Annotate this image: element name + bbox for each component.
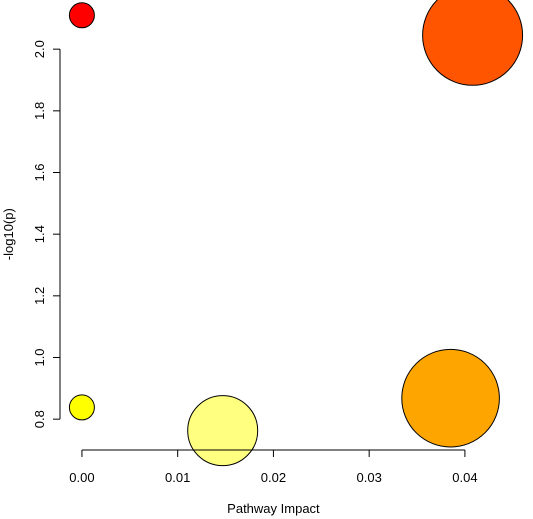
axes-layer: 0.00 0.01 0.02 0.03 0.04 0.8 1.0 1.2 1.4 1.6 1.8 2.…: [32, 40, 478, 485]
data-point-2: [422, 0, 524, 86]
y-tick-label: 1.0: [32, 348, 47, 366]
data-point-5: [401, 348, 500, 448]
x-tick-label: 0.04: [452, 470, 477, 485]
y-tick-label: 1.6: [32, 163, 47, 181]
y-axis-title: -log10(p): [1, 208, 16, 260]
y-tick-label: 1.2: [32, 287, 47, 305]
x-axis-title: Pathway Impact: [227, 501, 320, 516]
x-tick-label: 0.00: [69, 470, 94, 485]
y-tick-label: 0.8: [32, 410, 47, 428]
points-layer: [68, 0, 524, 467]
x-tick-label: 0.01: [165, 470, 190, 485]
y-tick-label: 2.0: [32, 40, 47, 58]
data-point-4: [187, 395, 259, 467]
y-tick-label: 1.4: [32, 225, 47, 243]
x-tick-label: 0.02: [261, 470, 286, 485]
y-tick-label: 1.8: [32, 102, 47, 120]
x-tick-label: 0.03: [357, 470, 382, 485]
data-point-1: [68, 2, 95, 29]
data-point-3: [68, 394, 95, 421]
